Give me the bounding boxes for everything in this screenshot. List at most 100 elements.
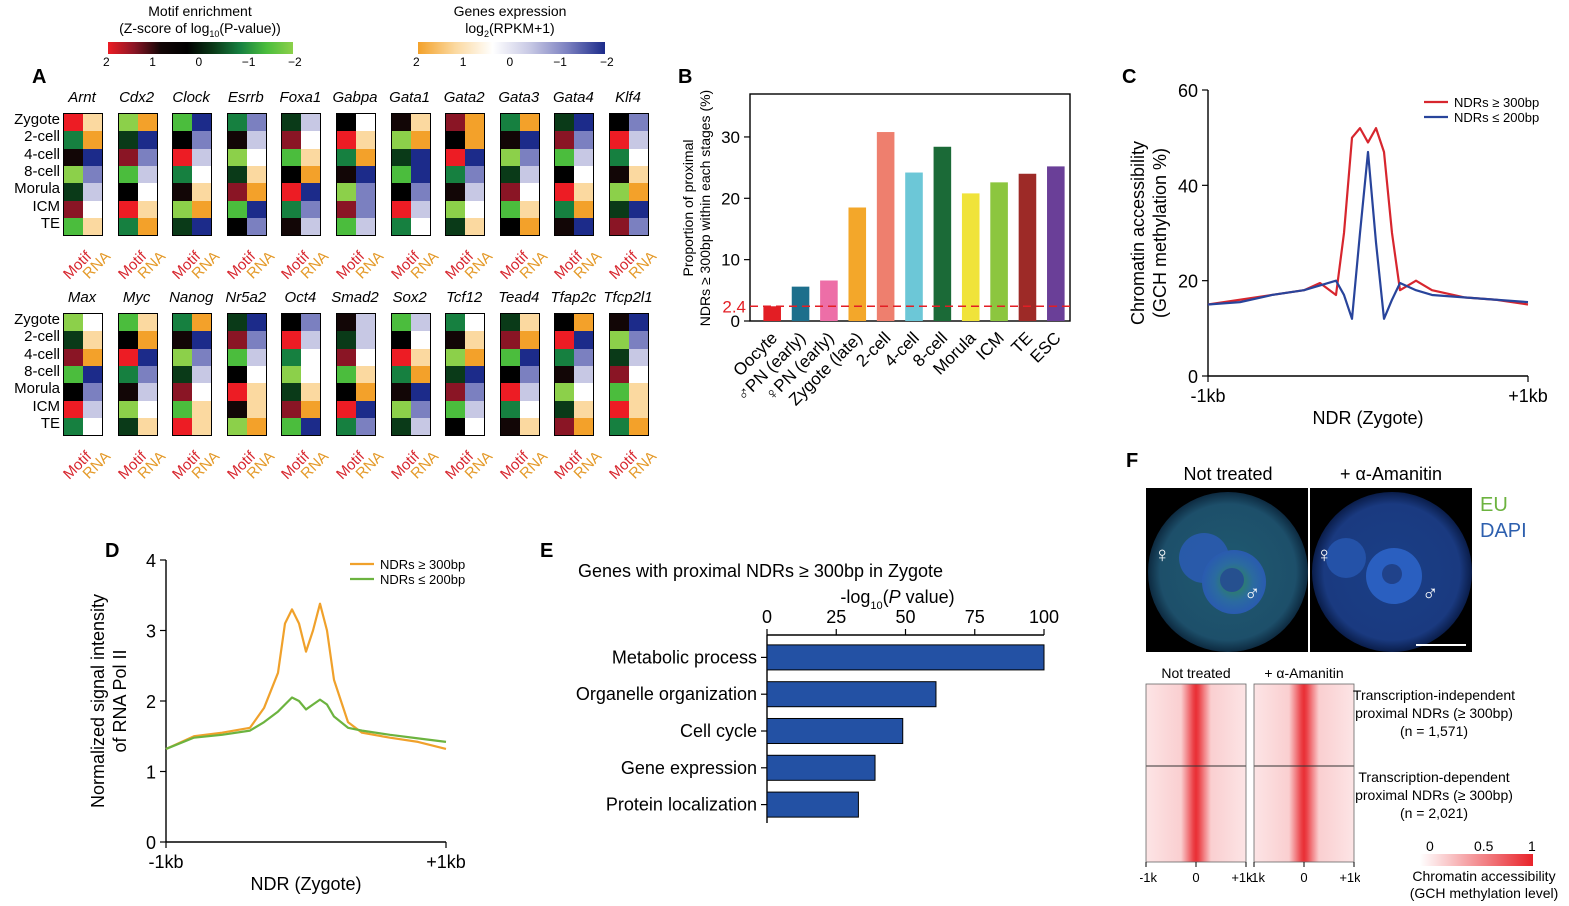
x-tick-label: 100: [1029, 607, 1059, 627]
motif-cell: [610, 400, 629, 419]
motif-cell: [227, 114, 247, 132]
y-tick-label: 0: [731, 312, 740, 331]
motif-cell: [391, 148, 411, 167]
motif-cell: [118, 417, 138, 436]
motif-cell: [64, 217, 83, 236]
motif-cell: [227, 314, 247, 332]
motif-cell: [391, 348, 411, 367]
motif-cell: [227, 383, 247, 401]
stage-label: 2-cell: [24, 128, 60, 146]
motif-cell: [282, 183, 302, 201]
rna-cell: [356, 131, 375, 150]
x-tick-label: +1k: [1231, 870, 1253, 885]
motif-cell: [173, 314, 193, 332]
motif-cell: [610, 131, 629, 150]
motif-cell: [610, 417, 629, 436]
rna-cell: [574, 365, 594, 384]
motif-cell: [118, 114, 138, 132]
rna-cell: [83, 348, 102, 367]
rna-cell: [410, 365, 430, 384]
panel-c-label: C: [1122, 66, 1137, 88]
motif-cell: [227, 331, 247, 350]
rna-cell: [301, 314, 321, 332]
y-tick-label: 1: [146, 763, 156, 783]
rna-cell: [629, 314, 648, 332]
motif-cell: [227, 200, 247, 219]
motif-cell: [555, 348, 575, 367]
x-tick-label: 50: [895, 607, 915, 627]
motif-cell: [337, 183, 356, 201]
motif-cell: [227, 400, 247, 419]
rna-cell: [83, 148, 102, 167]
motif-cell: [610, 217, 629, 236]
gene-heatmap: [609, 313, 649, 437]
y-tick-label: 20: [1178, 272, 1198, 292]
bar: [791, 286, 810, 321]
gene-heatmap: [390, 113, 431, 237]
colorbar-tick: −2: [600, 55, 614, 69]
motif-cell: [555, 131, 575, 150]
gene-label: Tfcp2l1: [603, 289, 653, 306]
x-axis-label: -log10(P value): [840, 587, 954, 612]
rna-cell: [246, 331, 266, 350]
gene-label: Arnt: [68, 89, 96, 106]
rna-cell: [574, 200, 594, 219]
rna-cell: [192, 217, 212, 236]
motif-cell: [118, 383, 138, 401]
male-pronucleus-symbol: ♂: [1422, 580, 1439, 605]
rna-cell: [137, 365, 157, 384]
panel-b-label: B: [678, 66, 693, 88]
motif-cell: [391, 131, 411, 150]
motif-cell: [446, 400, 466, 419]
rna-cell: [410, 183, 430, 201]
motif-cell: [173, 400, 193, 419]
stage-label: 2-cell: [24, 328, 60, 346]
rna-cell: [246, 200, 266, 219]
rna-cell: [410, 400, 430, 419]
rna-cell: [246, 365, 266, 384]
rna-cell: [574, 314, 594, 332]
rna-cell: [301, 400, 321, 419]
panel-f-label: F: [1126, 450, 1139, 472]
rna-cell: [465, 114, 485, 132]
motif-colorbar: [108, 42, 293, 54]
motif-cell: [337, 314, 356, 332]
rna-cell: [83, 131, 102, 150]
rna-cell: [137, 314, 157, 332]
bar: [990, 182, 1008, 321]
motif-cell: [610, 314, 629, 332]
motif-cell: [173, 217, 193, 236]
gene-heatmap: [226, 113, 267, 237]
rna-cell: [301, 365, 321, 384]
bar: [933, 146, 952, 321]
motif-cell: [64, 365, 83, 384]
motif-colorbar-ticks: 2 1 0 −1 −2: [103, 55, 302, 69]
bar: [1018, 173, 1037, 321]
panel-e-label: E: [540, 540, 554, 562]
rna-cell: [629, 365, 648, 384]
motif-cell: [227, 131, 247, 150]
rna-cell: [629, 200, 648, 219]
rna-cell: [465, 400, 485, 419]
motif-cell: [500, 183, 520, 201]
motif-cell: [64, 165, 83, 184]
gene-heatmap: [63, 113, 103, 237]
motif-cell: [282, 200, 302, 219]
motif-cell: [282, 348, 302, 367]
bar: [848, 207, 867, 321]
stage-label: 8-cell: [24, 162, 60, 180]
rna-cell: [137, 183, 157, 201]
rna-cell: [356, 148, 375, 167]
motif-cell: [555, 114, 575, 132]
colorbar-tick: 2: [413, 55, 420, 69]
gene-label: Oct4: [284, 289, 317, 306]
rna-cell: [410, 131, 430, 150]
motif-cell: [446, 217, 466, 236]
rna-cell: [574, 400, 594, 419]
rna-cell: [519, 331, 539, 350]
rna-cell: [410, 200, 430, 219]
rna-cell: [192, 331, 212, 350]
bar: [820, 280, 838, 321]
rna-cell: [574, 383, 594, 401]
motif-cell: [118, 348, 138, 367]
